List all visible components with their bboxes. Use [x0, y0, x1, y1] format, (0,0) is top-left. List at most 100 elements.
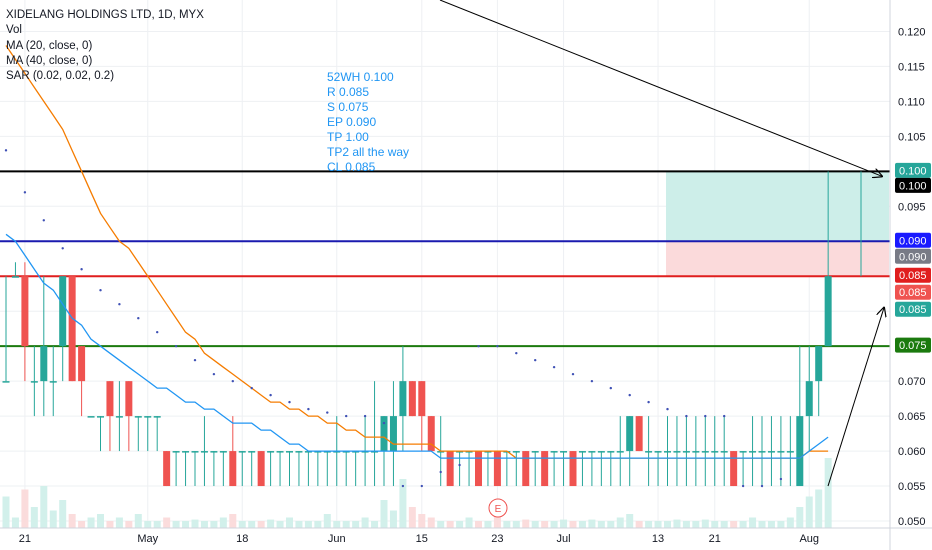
sar-dot	[250, 386, 253, 390]
price-tag	[895, 267, 931, 283]
volume-bar	[749, 517, 757, 528]
volume-bar	[560, 519, 568, 528]
volume-bar	[172, 521, 180, 528]
candle-body	[182, 451, 190, 453]
volume-bar	[144, 521, 152, 528]
candle-body	[286, 451, 293, 453]
candle-body	[522, 451, 530, 487]
y-tick-label: 0.055	[898, 481, 926, 493]
sar-dot	[609, 386, 612, 390]
volume-bar	[635, 521, 643, 528]
candle-body	[730, 451, 738, 487]
volume-bar	[59, 500, 67, 528]
candle-body	[389, 416, 397, 452]
price-tag	[895, 301, 931, 317]
volume-bar	[503, 521, 511, 528]
candle-body	[635, 416, 643, 452]
chart-legend: XIDELANG HOLDINGS LTD, 1D, MYX Vol MA (2…	[6, 8, 204, 84]
candle-body	[304, 451, 312, 453]
volume-bar	[484, 521, 492, 528]
candle-body	[805, 381, 813, 417]
x-tick-label: Aug	[799, 533, 819, 545]
x-tick-label: May	[137, 533, 158, 545]
candle-body	[333, 451, 341, 453]
sar-dot	[590, 379, 594, 383]
earnings-marker	[488, 498, 508, 518]
y-tick-label: 0.110	[898, 96, 925, 108]
sar-dot	[137, 316, 140, 320]
volume-bar	[210, 521, 218, 528]
volume-bar	[182, 521, 190, 528]
volume-bar	[163, 517, 171, 528]
candle-body	[248, 451, 256, 453]
candle-body	[229, 451, 237, 487]
x-tick-label: 21	[19, 533, 31, 545]
candle-body	[87, 416, 95, 418]
note-line: TP 1.00	[327, 130, 369, 144]
volume-bar	[49, 510, 57, 528]
x-tick-label: Jul	[557, 533, 571, 545]
candle-body	[219, 451, 227, 453]
volume-bar	[333, 521, 341, 528]
price-tag	[895, 337, 931, 353]
candle-body	[720, 451, 728, 453]
volume-bar	[286, 517, 293, 528]
volume-bar	[711, 521, 719, 528]
volume-bar	[815, 489, 823, 528]
candle-body	[371, 451, 379, 453]
price-tag	[895, 284, 931, 300]
volume-bar	[304, 521, 312, 528]
sar-dot	[42, 219, 45, 222]
volume-bar	[456, 521, 464, 528]
candle-body	[267, 451, 275, 453]
sar-dot	[212, 372, 216, 376]
candle-body	[758, 451, 766, 453]
volume-bar	[248, 521, 256, 528]
candle-body	[588, 451, 596, 453]
candle-body	[163, 451, 171, 487]
candle-body	[210, 451, 218, 453]
volume-bar	[276, 521, 284, 528]
volume-bar	[597, 521, 605, 528]
y-tick-label: 0.095	[898, 201, 926, 213]
candle-body	[645, 451, 653, 453]
sar-dot	[23, 191, 27, 194]
volume-bar	[267, 519, 275, 528]
candle-body	[238, 451, 246, 453]
candle-body	[276, 451, 284, 453]
volume-bar	[2, 496, 10, 528]
y-tick-label: 0.115	[898, 61, 925, 73]
volume-bar	[805, 496, 813, 528]
sar-dot	[99, 289, 102, 292]
sar-dot	[118, 303, 121, 306]
ma20-line	[5, 233, 829, 459]
sar-dot	[723, 414, 726, 418]
sar-dot	[345, 414, 348, 418]
x-tick-label: 15	[416, 533, 428, 545]
volume-bar	[418, 514, 426, 528]
profit-zone	[666, 171, 889, 242]
candle-body	[49, 381, 57, 383]
volume-bar	[739, 521, 747, 528]
volume-bar	[512, 521, 520, 528]
sar-dot	[685, 414, 688, 418]
sar-dot	[401, 484, 405, 488]
sar-dot	[571, 372, 575, 376]
candle-body	[701, 451, 709, 453]
volume-bar	[191, 519, 199, 528]
volume-bar	[541, 521, 549, 528]
y-tick-label: 0.105	[898, 131, 926, 143]
volume-bar	[361, 517, 369, 528]
note-line: EP 0.090	[327, 115, 377, 129]
price-tag	[895, 232, 931, 248]
candle-body	[30, 381, 38, 383]
note-line: S 0.075	[327, 100, 369, 114]
volume-bar	[380, 500, 388, 528]
volume-bar	[153, 521, 161, 528]
trade-note: 52WH 0.100 R 0.085 S 0.075 EP 0.090 TP 1…	[327, 70, 409, 175]
volume-bar	[777, 521, 785, 528]
volume-bar	[720, 521, 728, 528]
candle-body	[777, 451, 785, 453]
volume-bar	[531, 521, 539, 528]
